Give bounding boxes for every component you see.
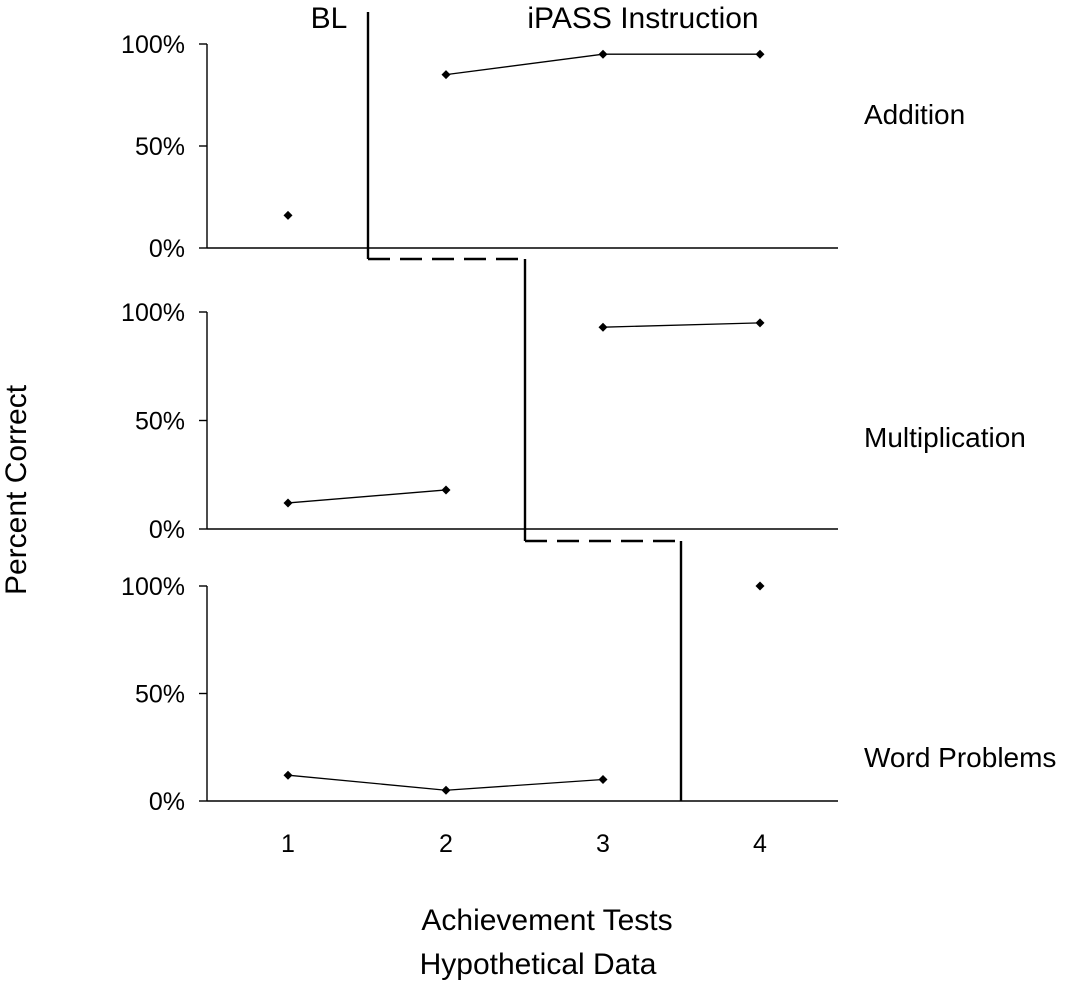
x-tick-label: 4: [753, 830, 767, 858]
x-axis-title-line-1: Achievement Tests: [421, 904, 672, 937]
y-tick-label: 100%: [121, 31, 185, 59]
phase-label-intervention: iPASS Instruction: [527, 2, 758, 35]
panel-label: Multiplication: [864, 422, 1026, 453]
y-tick-label: 100%: [121, 299, 185, 327]
x-tick-label: 1: [281, 830, 295, 858]
chart-marks: 0% 50% 100% Addition 0% 50% 100% Multiplication…: [121, 12, 1056, 858]
x-axis-title-line-2: Hypothetical Data: [420, 948, 657, 981]
baseline-data-point: [283, 210, 293, 220]
x-tick-label: 3: [596, 830, 610, 858]
baseline-data-point: [283, 770, 293, 780]
x-tick-label: 2: [439, 830, 453, 858]
y-tick-label: 50%: [135, 408, 185, 436]
y-tick-label: 50%: [135, 681, 185, 709]
y-tick-label: 100%: [121, 573, 185, 601]
baseline-data-point: [598, 775, 608, 784]
intervention-data-point: [441, 70, 451, 80]
intervention-data-point: [755, 318, 765, 328]
baseline-data-point: [441, 785, 451, 795]
y-tick-label: 0%: [149, 516, 185, 544]
y-tick-label: 0%: [149, 788, 185, 816]
y-axis-title: Percent Correct: [0, 384, 33, 595]
y-tick-label: 50%: [135, 133, 185, 161]
intervention-data-point: [755, 49, 765, 59]
baseline-data-point: [441, 485, 451, 495]
intervention-series-line: [602, 322, 761, 328]
baseline-series-line: [287, 489, 447, 504]
y-tick-label: 0%: [149, 235, 185, 263]
panel-label: Addition: [864, 99, 965, 130]
phase-label-baseline: BL: [311, 2, 348, 35]
baseline-data-point: [283, 498, 293, 508]
intervention-data-point: [598, 322, 608, 332]
panel-label: Word Problems: [864, 742, 1056, 773]
intervention-data-point: [755, 581, 765, 591]
intervention-data-point: [598, 49, 608, 59]
